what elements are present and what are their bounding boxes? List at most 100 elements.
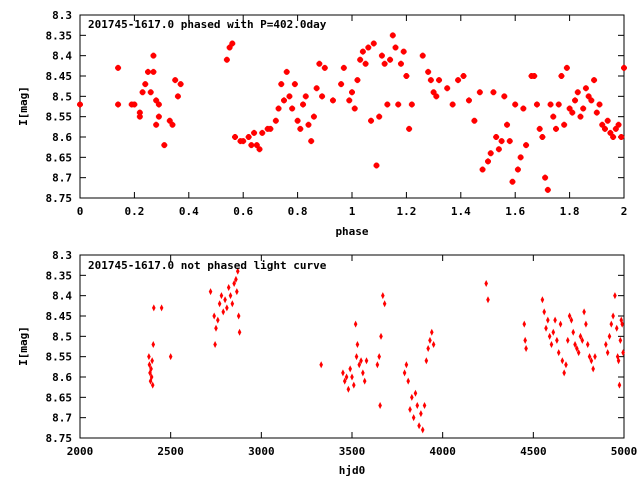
data-point — [406, 125, 413, 132]
data-point — [419, 52, 426, 59]
x-tick-label: 3500 — [339, 445, 366, 458]
y-tick-label: 8.65 — [46, 391, 73, 404]
data-point — [427, 77, 434, 84]
data-point — [563, 64, 570, 71]
data-point — [539, 134, 546, 140]
data-point — [607, 129, 614, 136]
data-point — [169, 121, 176, 128]
y-tick-label: 8.35 — [46, 29, 73, 42]
data-point — [558, 73, 565, 79]
y-tick-label: 8.75 — [46, 432, 73, 445]
data-points — [147, 267, 625, 434]
x-tick-label: 0 — [77, 205, 84, 218]
data-point — [417, 422, 421, 430]
data-point — [520, 105, 527, 112]
unphased-light-curve-panel: 2000 2500 3000 3500 4000 4500 5000 8.38.358.48… — [17, 249, 637, 477]
data-point — [403, 73, 410, 79]
data-point — [549, 340, 554, 348]
data-point — [357, 56, 364, 63]
data-point — [561, 121, 568, 128]
data-point — [338, 81, 345, 88]
x-ticks: 0 0.2 0.4 0.6 0.8 1 1.2 1.4 1.6 1.8 2 — [77, 15, 627, 218]
data-point — [342, 377, 347, 385]
data-point — [413, 389, 418, 397]
data-point — [564, 361, 568, 369]
data-point — [517, 154, 524, 161]
data-point — [245, 134, 252, 140]
data-point — [490, 89, 497, 96]
data-point — [455, 77, 462, 84]
data-point — [615, 121, 622, 128]
data-point — [601, 125, 608, 132]
data-point — [612, 125, 619, 132]
data-point — [562, 369, 566, 377]
y-tick-label: 8.75 — [46, 192, 73, 205]
data-point — [364, 357, 369, 365]
data-point — [240, 138, 247, 145]
data-point — [575, 345, 579, 353]
data-point — [346, 97, 353, 104]
data-point — [228, 292, 233, 300]
data-point — [344, 373, 349, 381]
data-point — [226, 44, 233, 51]
y-tick-label: 8.7 — [52, 172, 72, 185]
data-point — [275, 105, 282, 112]
data-point — [573, 340, 577, 348]
plot-frame — [79, 254, 625, 439]
y-tick-label: 8.6 — [52, 131, 72, 144]
data-point — [147, 353, 151, 361]
data-point — [131, 101, 138, 108]
y-tick-label: 8.4 — [52, 290, 72, 303]
data-point — [152, 304, 156, 312]
data-point — [272, 117, 279, 124]
data-point — [291, 81, 298, 88]
data-point — [617, 381, 622, 389]
data-point — [540, 296, 545, 304]
data-point — [359, 48, 366, 55]
data-point — [150, 52, 157, 59]
data-point — [582, 85, 589, 92]
data-point — [582, 308, 586, 316]
data-point — [569, 109, 576, 116]
data-point — [486, 296, 490, 304]
data-point — [286, 93, 293, 100]
x-tick-label: 1.8 — [560, 205, 580, 218]
data-point — [410, 393, 414, 401]
data-point — [419, 410, 423, 418]
data-point — [436, 77, 443, 84]
data-point — [248, 142, 255, 149]
data-point — [223, 296, 227, 304]
x-tick-label: 1.2 — [396, 205, 416, 218]
chart-title: 201745-1617.0 not phased light curve — [88, 259, 327, 272]
data-point — [346, 385, 351, 393]
x-tick-label: 2000 — [67, 445, 94, 458]
data-point — [348, 365, 352, 373]
data-point — [621, 64, 627, 71]
data-point — [504, 121, 511, 128]
data-point — [377, 353, 381, 361]
data-point — [136, 109, 143, 116]
data-point — [278, 81, 285, 88]
data-point — [604, 340, 608, 348]
data-point — [591, 77, 598, 84]
data-point — [362, 60, 369, 67]
data-point — [542, 308, 547, 316]
data-point — [115, 101, 122, 108]
y-tick-label: 8.6 — [52, 371, 72, 384]
data-point — [357, 361, 362, 369]
x-tick-label: 4000 — [429, 445, 456, 458]
data-point — [547, 101, 554, 108]
data-point — [577, 113, 584, 120]
x-tick-label: 1 — [349, 205, 356, 218]
data-point — [560, 357, 565, 365]
data-point — [281, 97, 287, 104]
data-point — [150, 381, 155, 389]
data-point — [223, 56, 230, 63]
data-point — [151, 340, 156, 348]
x-tick-label: 0.8 — [288, 205, 308, 218]
data-point — [613, 292, 617, 300]
data-point — [408, 406, 412, 414]
data-point — [381, 292, 385, 300]
data-point — [479, 166, 486, 173]
data-point — [395, 101, 402, 108]
